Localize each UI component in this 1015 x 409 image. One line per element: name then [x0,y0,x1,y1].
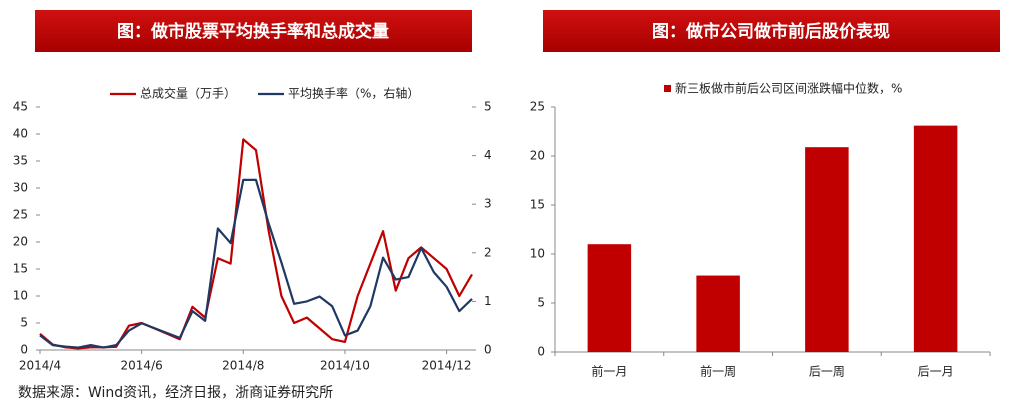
bar [913,125,958,353]
bar [696,275,740,352]
chart-title: 图：做市股票平均换手率和总成交量 [117,21,389,42]
x-tick-label: 前一月 [591,364,627,379]
y2-tick-label: 2 [484,245,492,259]
y2-tick-label: 3 [484,197,492,211]
y2-tick-label: 0 [484,343,492,357]
y-tick-label: 30 [13,181,28,195]
x-tick-label: 2014/4 [19,359,61,373]
source-note: 数据来源：Wind资讯，经济日报，浙商证券研究所 [18,385,333,401]
x-tick-label: 2014/10 [320,359,370,373]
y-tick-label: 5 [537,296,545,310]
legend-label: 平均换手率（%，右轴） [288,86,419,101]
x-tick-label: 2014/12 [422,359,472,373]
bar [805,147,849,352]
y-tick-label: 15 [13,262,28,276]
y-tick-label: 25 [13,208,28,222]
legend-swatch [664,85,671,92]
y2-tick-label: 4 [484,148,492,162]
legend-label: 总成交量（万手） [140,86,236,101]
x-tick-label: 2014/6 [121,359,163,373]
y-tick-label: 5 [20,316,28,330]
x-tick-label: 后一月 [918,365,954,379]
y-tick-label: 10 [530,247,545,261]
y-tick-label: 0 [20,343,28,357]
series-line [39,178,473,349]
y2-tick-label: 5 [484,100,492,114]
y-tick-label: 20 [13,235,28,249]
x-tick-label: 后一周 [809,365,845,379]
title-banner [543,10,1000,52]
title-banner [35,10,472,52]
bar [587,244,632,352]
x-tick-label: 2014/8 [222,359,264,373]
x-tick-label: 前一周 [700,364,736,379]
y2-tick-label: 1 [484,294,492,308]
legend-label: 新三板做市前后公司区间涨跌幅中位数，% [675,81,902,96]
y-tick-label: 40 [13,127,28,141]
y-tick-label: 45 [13,100,28,114]
y-tick-label: 25 [530,100,545,114]
series-line [39,138,473,350]
y-tick-label: 10 [13,289,28,303]
y-tick-label: 35 [13,154,28,168]
y-tick-label: 15 [530,198,545,212]
y-tick-label: 0 [537,345,545,359]
y-tick-label: 20 [530,149,545,163]
chart-title: 图：做市公司做市前后股价表现 [652,21,890,42]
